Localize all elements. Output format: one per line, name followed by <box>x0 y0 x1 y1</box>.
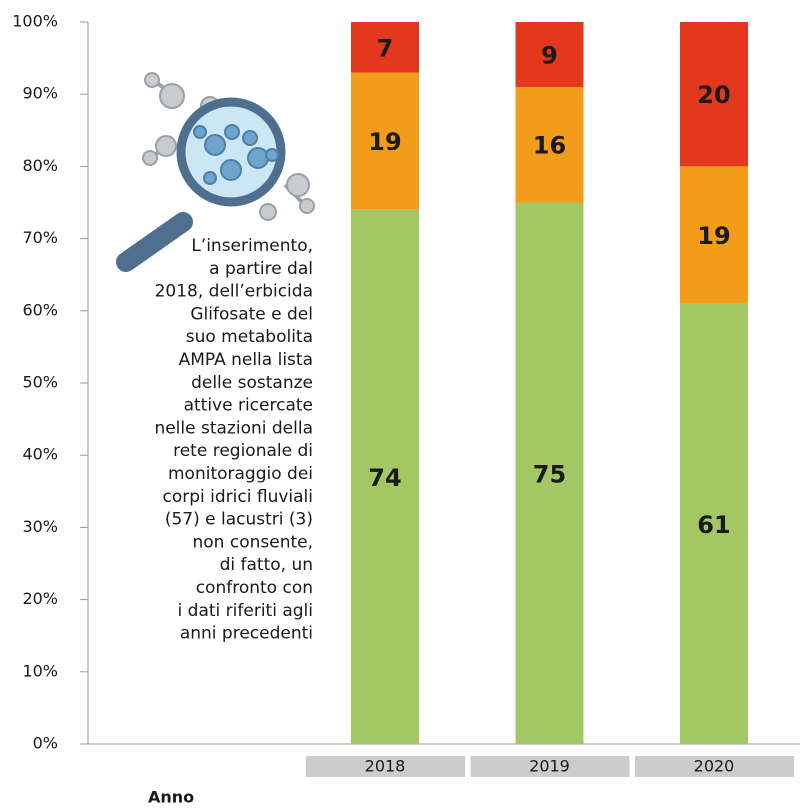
annotation: delle sostanze <box>191 373 313 393</box>
annotation: confronto con <box>196 578 313 598</box>
bar-segment <box>680 22 748 167</box>
y-tick-label: 10% <box>22 661 58 680</box>
x-tick-label: 2018 <box>365 757 406 776</box>
value-label: 7 <box>377 34 394 62</box>
x-axis-title: Anno <box>148 788 194 807</box>
category-band <box>635 756 794 777</box>
y-tick-label: 90% <box>22 84 58 103</box>
annotation: (57) e lacustri (3) <box>165 510 313 530</box>
y-tick-label: 80% <box>22 156 58 175</box>
annotation: rete regionale di <box>173 441 313 461</box>
value-label: 61 <box>697 511 730 539</box>
annotation: suo metabolita <box>186 327 313 347</box>
value-label: 20 <box>697 81 730 109</box>
annotation: monitoraggio dei <box>168 464 313 484</box>
y-tick-label: 30% <box>22 517 58 536</box>
annotation: anni precedenti <box>180 624 313 644</box>
annotation: L’inserimento, <box>191 236 313 256</box>
value-label: 19 <box>697 222 730 250</box>
value-label: 74 <box>368 464 401 492</box>
magnifier-icon <box>116 72 315 272</box>
bar-segment <box>351 209 419 745</box>
annotation: di fatto, un <box>220 555 313 575</box>
y-tick-label: 100% <box>12 12 58 31</box>
bar-segment <box>351 22 419 73</box>
x-tick-label: 2019 <box>529 757 570 776</box>
annotation: corpi idrici fluviali <box>163 487 314 507</box>
value-label: 75 <box>533 460 566 488</box>
y-tick-label: 0% <box>33 734 58 753</box>
value-label: 19 <box>368 128 401 156</box>
annotation: Glifosate e del <box>190 304 313 324</box>
y-tick-label: 50% <box>22 373 58 392</box>
bar-segment <box>515 22 584 87</box>
value-label: 9 <box>541 41 558 69</box>
y-tick-label: 60% <box>22 300 58 319</box>
annotation: attive ricercate <box>184 396 313 416</box>
annotation: AMPA nella lista <box>179 350 313 370</box>
category-band <box>306 756 465 777</box>
annotation: non consente, <box>193 532 314 552</box>
bar-segment <box>515 86 584 203</box>
x-tick-label: 2020 <box>694 757 735 776</box>
annotation: i dati riferiti agli <box>178 601 313 621</box>
annotation: a partire dal <box>209 259 313 279</box>
annotation: 2018, dell’erbicida <box>155 282 313 302</box>
bar-segment <box>680 303 748 744</box>
bar-segment <box>680 166 748 304</box>
category-band <box>470 756 630 777</box>
y-tick-label: 40% <box>22 445 58 464</box>
y-tick-label: 20% <box>22 589 58 608</box>
y-tick-label: 70% <box>22 228 58 247</box>
value-label: 16 <box>533 132 566 160</box>
bar-segment <box>351 72 419 210</box>
bar-segment <box>515 202 584 744</box>
annotation: nelle stazioni della <box>154 418 313 438</box>
